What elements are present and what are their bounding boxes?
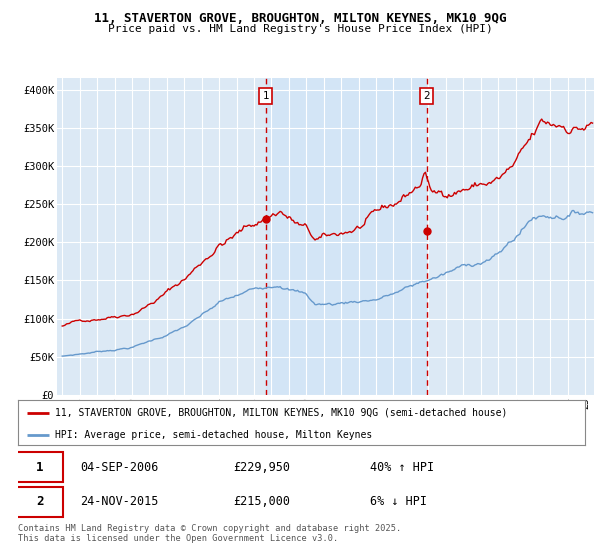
Text: 11, STAVERTON GROVE, BROUGHTON, MILTON KEYNES, MK10 9QG: 11, STAVERTON GROVE, BROUGHTON, MILTON K… [94, 12, 506, 25]
Text: £229,950: £229,950 [233, 460, 290, 474]
Text: 2: 2 [36, 495, 43, 508]
Text: 6% ↓ HPI: 6% ↓ HPI [370, 495, 427, 508]
Text: £215,000: £215,000 [233, 495, 290, 508]
Text: 1: 1 [36, 460, 43, 474]
Text: 04-SEP-2006: 04-SEP-2006 [80, 460, 159, 474]
Text: 24-NOV-2015: 24-NOV-2015 [80, 495, 159, 508]
Text: Contains HM Land Registry data © Crown copyright and database right 2025.
This d: Contains HM Land Registry data © Crown c… [18, 524, 401, 543]
Text: HPI: Average price, semi-detached house, Milton Keynes: HPI: Average price, semi-detached house,… [55, 430, 372, 440]
FancyBboxPatch shape [15, 452, 64, 482]
Text: Price paid vs. HM Land Registry's House Price Index (HPI): Price paid vs. HM Land Registry's House … [107, 24, 493, 34]
Text: 11, STAVERTON GROVE, BROUGHTON, MILTON KEYNES, MK10 9QG (semi-detached house): 11, STAVERTON GROVE, BROUGHTON, MILTON K… [55, 408, 507, 418]
Text: 40% ↑ HPI: 40% ↑ HPI [370, 460, 434, 474]
Text: 1: 1 [262, 91, 269, 101]
Bar [266, 78, 427, 395]
Text: 2: 2 [424, 91, 430, 101]
FancyBboxPatch shape [15, 487, 64, 517]
